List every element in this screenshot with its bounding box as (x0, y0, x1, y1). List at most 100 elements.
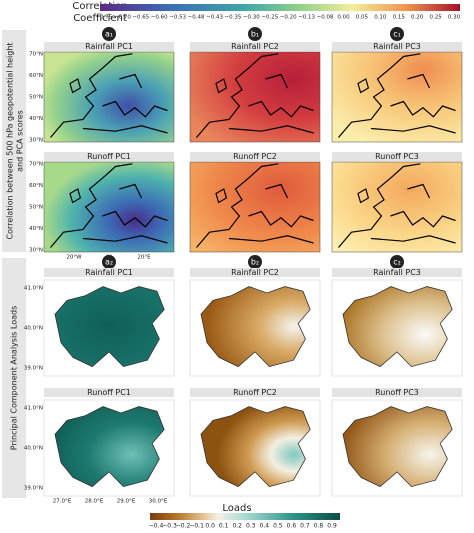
map (331, 161, 463, 253)
basin (54, 406, 165, 488)
colorbar-tick-label: −0.25 (261, 15, 278, 21)
colorbar-tick-label: −0.1 (189, 523, 204, 530)
lon-label: 0° (106, 255, 112, 261)
lat-label: 60°N (29, 73, 43, 79)
colorbar-tick-label: 0.05 (356, 15, 369, 21)
coastline (196, 163, 314, 248)
lon-label: 29.0°E (117, 499, 136, 505)
basin (342, 406, 453, 488)
title-band (332, 388, 462, 397)
coastline (196, 53, 314, 138)
colorbar-tick-label: −0.65 (132, 15, 149, 21)
title-band (190, 388, 320, 397)
side-label: Correlation between 500 hPa geopotential… (6, 42, 15, 239)
colorbar-tick-label: −0.20 (280, 15, 297, 21)
panel-title: Runoff PC3 (375, 388, 419, 397)
lat-label: 50°N (29, 95, 43, 101)
panel-title: Rainfall PC3 (373, 268, 421, 277)
title-band (332, 42, 462, 51)
colorbar-tick-label: −0.13 (298, 15, 315, 21)
panel-label: b₂ (251, 258, 259, 267)
colorbar-tick-label: 0.25 (429, 15, 442, 21)
panel-title: Rainfall PC2 (231, 268, 279, 277)
title-band (332, 152, 462, 161)
title-band (190, 42, 320, 51)
lon-label: 27.0°E (53, 499, 72, 505)
panel-label-badge (102, 27, 116, 41)
lon-label: 20°E (137, 255, 151, 261)
colorbar-tick-label: 0.9 (327, 523, 337, 530)
lat-label: 39.0°N (24, 486, 43, 492)
title-band (190, 268, 320, 277)
colorbar (100, 4, 460, 11)
lat-label: 41.0°N (24, 406, 43, 412)
panel-label-badge (390, 27, 404, 41)
coastline (338, 163, 456, 248)
colorbar-tick-label: 0.20 (411, 15, 424, 21)
colorbar (150, 513, 340, 520)
panel-title: Rainfall PC1 (85, 268, 133, 277)
colorbar-title: Loads (222, 503, 251, 514)
title-band (332, 268, 462, 277)
panel-title: Rainfall PC3 (373, 42, 421, 51)
panel-title: Rainfall PC1 (85, 42, 133, 51)
panel-label-badge (248, 27, 262, 41)
basin (200, 286, 311, 368)
coastline (50, 163, 168, 248)
panel-title: Runoff PC2 (233, 388, 277, 397)
lon-label: 20°W (66, 255, 82, 261)
side-band (2, 30, 26, 252)
title-band (190, 152, 320, 161)
map (43, 51, 175, 143)
title-band (44, 42, 174, 51)
panel-label: a₂ (105, 258, 113, 267)
colorbar-tick-label: 0.6 (287, 523, 297, 530)
colorbar-tick-label: 0.00 (337, 15, 350, 21)
colorbar-tick-label: −0.48 (188, 15, 205, 21)
colorbar-tick-label: −0.08 (317, 15, 334, 21)
colorbar-tick-label: 0.30 (448, 15, 461, 21)
lon-label: 28.0°E (85, 499, 104, 505)
colorbar-tick-label: −0.4 (149, 523, 164, 530)
basin (342, 286, 453, 368)
colorbar-tick-label: −0.75 (96, 15, 113, 21)
panel-label-badge (390, 255, 404, 269)
map (43, 161, 175, 253)
colorbar-tick-label: 0.2 (232, 523, 242, 530)
panel-label: c₂ (393, 258, 401, 267)
panel-title: Runoff PC1 (87, 152, 131, 161)
colorbar-tick-label: −0.53 (169, 15, 186, 21)
colorbar-tick-label: −0.2 (176, 523, 191, 530)
title-band (44, 152, 174, 161)
lat-label: 40.0°N (24, 326, 43, 332)
lat-label: 30°N (29, 138, 43, 144)
panel-label-badge (248, 255, 262, 269)
lat-label: 60°N (29, 183, 43, 189)
colorbar-tick-label: −0.35 (225, 15, 242, 21)
lat-label: 50°N (29, 205, 43, 211)
colorbar-tick-label: −0.30 (243, 15, 260, 21)
lat-label: 40°N (29, 226, 43, 232)
panel-label: c₁ (393, 30, 401, 39)
colorbar-tick-label: 0.3 (246, 523, 256, 530)
lat-label: 39.0°N (24, 366, 43, 372)
lon-label: 30.0°E (149, 499, 168, 505)
panel-label: a₁ (105, 30, 113, 39)
side-label: Principal Component Analysis Loads (10, 306, 19, 450)
basin (200, 406, 311, 488)
colorbar-tick-label: −0.3 (162, 523, 177, 530)
side-label: and PCA scores (16, 110, 25, 172)
colorbar-title: Coefficient (73, 13, 127, 24)
colorbar-tick-label: 0.5 (273, 523, 283, 530)
lat-label: 70°N (29, 52, 43, 58)
lat-label: 70°N (29, 162, 43, 168)
colorbar-tick-label: 0.0 (205, 523, 215, 530)
lat-label: 30°N (29, 248, 43, 254)
colorbar-tick-label: 0.7 (300, 523, 310, 530)
panel-title: Rainfall PC2 (231, 42, 279, 51)
colorbar-tick-label: 0.1 (219, 523, 229, 530)
panel-title: Runoff PC2 (233, 152, 277, 161)
lat-label: 40°N (29, 116, 43, 122)
map (189, 161, 321, 253)
